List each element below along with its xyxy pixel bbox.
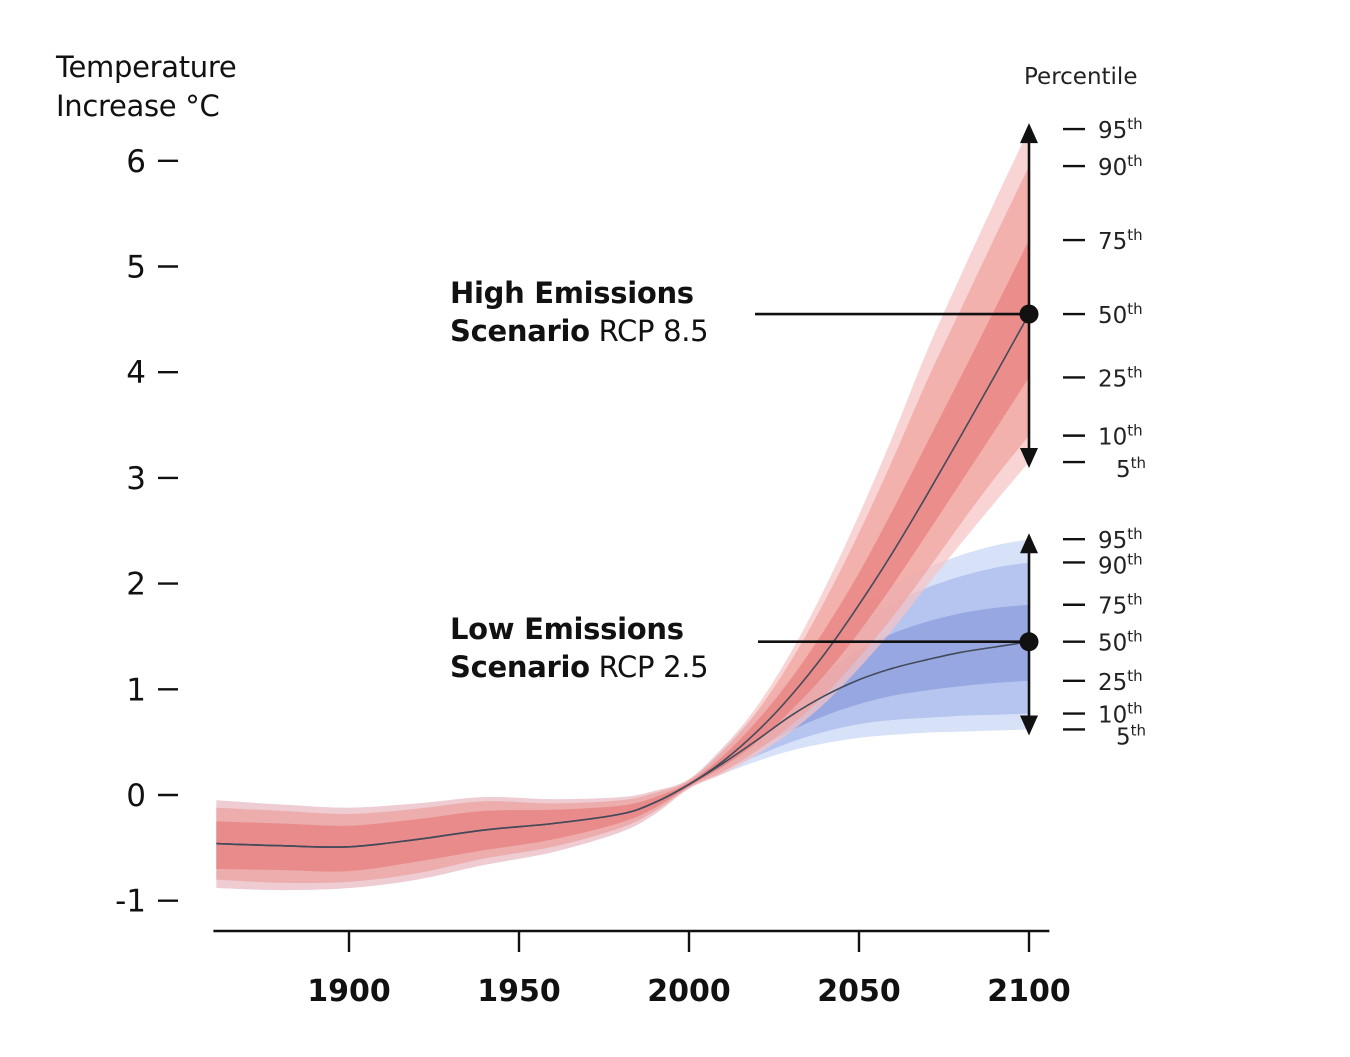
high-emissions-median-marker [1019, 304, 1039, 324]
x-tick-label-2000: 2000 [647, 974, 731, 1009]
x-tick-label-1900: 1900 [307, 974, 391, 1009]
low-emissions-median-line [216, 640, 1030, 848]
y-tick-label--1: -1 [115, 884, 146, 920]
high-emissions-scenario-word: Scenario [450, 314, 590, 348]
percentile-title: Percentile [1024, 64, 1138, 90]
high-emissions-percentile-label-50: 50th [1098, 300, 1143, 329]
y-tick-label-0: 0 [126, 778, 146, 814]
low-emissions-label: Low Emissions Scenario RCP 2.5 [450, 610, 709, 686]
y-tick-label-3: 3 [126, 461, 146, 497]
x-tick-label-2100: 2100 [987, 974, 1071, 1009]
y-tick-label-2: 2 [126, 567, 146, 603]
low-emissions-percentile-label-25: 25th [1098, 667, 1143, 696]
y-axis-title-line2: Increase °C [56, 89, 220, 123]
bands-group [216, 129, 1029, 891]
low-emissions-scenario-word: Scenario [450, 650, 590, 684]
y-tick-label-1: 1 [126, 672, 146, 708]
high-emissions-percentile-label-75: 75th [1098, 226, 1143, 255]
y-axis-title-line1: Temperature [56, 50, 237, 84]
high-emissions-percentile-label-25: 25th [1098, 363, 1143, 392]
low-emissions-percentile-label-75: 75th [1098, 591, 1143, 620]
low-emissions-label-line1: Low Emissions [450, 612, 684, 646]
low-emissions-arrow-head-down [1020, 715, 1038, 736]
high-emissions-percentile-label-90: 90th [1098, 152, 1143, 181]
y-axis-title: Temperature Increase °C [56, 48, 237, 126]
low-emissions-percentile-label-90: 90th [1098, 550, 1143, 579]
high-emissions-arrow-head-down [1020, 448, 1038, 469]
high-emissions-arrow-head-up [1020, 123, 1038, 144]
high-emissions-band-outer [216, 129, 1029, 891]
x-tick-label-1950: 1950 [477, 974, 561, 1009]
low-emissions-arrow-head-up [1020, 533, 1038, 554]
y-tick-label-5: 5 [126, 250, 146, 286]
high-emissions-percentile-label-5: 5th [1116, 454, 1146, 483]
high-emissions-label-line1: High Emissions [450, 276, 694, 310]
y-tick-label-4: 4 [126, 355, 146, 391]
high-emissions-band-inner [216, 240, 1029, 872]
x-tick-label-2050: 2050 [817, 974, 901, 1009]
high-emissions-percentile-label-10: 10th [1098, 422, 1143, 451]
low-emissions-code: RCP 2.5 [598, 650, 709, 684]
high-emissions-band-mid [216, 166, 1029, 883]
low-emissions-median-marker [1019, 632, 1039, 652]
high-emissions-percentile-label-95: 95th [1098, 115, 1143, 144]
y-tick-label-6: 6 [126, 144, 146, 180]
low-emissions-percentile-label-5: 5th [1116, 721, 1146, 750]
high-emissions-label: High Emissions Scenario RCP 8.5 [450, 274, 709, 350]
high-emissions-code: RCP 8.5 [598, 314, 709, 348]
low-emissions-percentile-label-50: 50th [1098, 628, 1143, 657]
